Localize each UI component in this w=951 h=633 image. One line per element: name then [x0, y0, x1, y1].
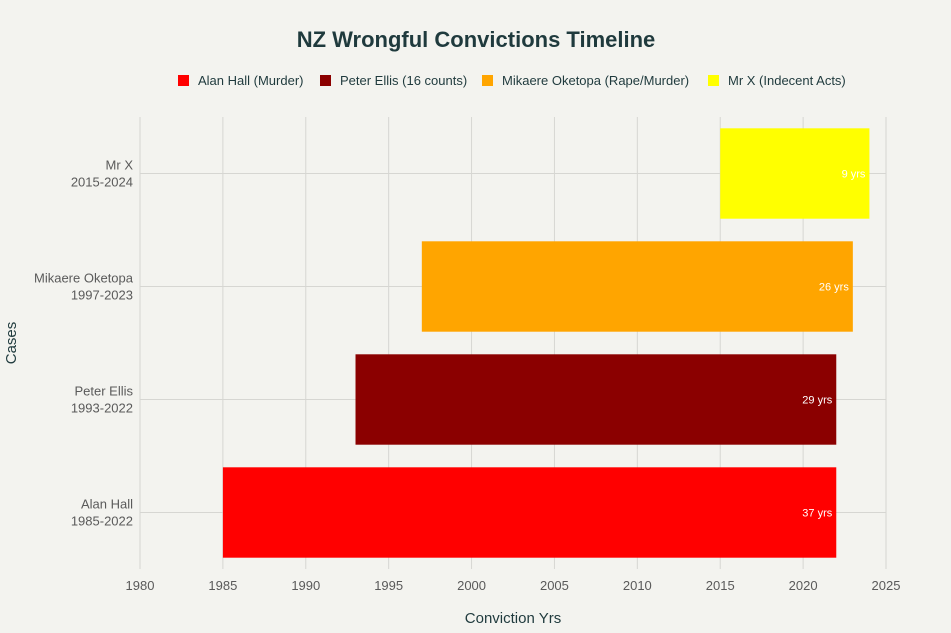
legend-swatch [320, 75, 331, 86]
bar-data-label: 29 yrs [802, 395, 832, 407]
x-axis-title: Conviction Yrs [465, 610, 561, 627]
y-category-label: Alan Hall [81, 497, 133, 512]
bar [720, 128, 870, 219]
y-category-range: 1997-2023 [71, 288, 133, 303]
y-category-label: Mr X [106, 158, 134, 173]
legend-entry: Mr X (Indecent Acts) [728, 73, 846, 88]
x-tick-label: 1995 [374, 578, 403, 593]
y-category-range: 1993-2022 [71, 401, 133, 416]
bar [222, 467, 837, 558]
chart-title: NZ Wrongful Convictions Timeline [297, 27, 656, 52]
x-tick-label: 2025 [872, 578, 901, 593]
bar [421, 241, 853, 332]
legend-swatch [178, 75, 189, 86]
bar-data-label: 26 yrs [819, 282, 849, 294]
x-tick-label: 1980 [126, 578, 155, 593]
x-axis-ticks: 1980 1985 1990 1995 2000 2005 2010 2015 2020 2025 [126, 578, 901, 593]
y-category-label: Peter Ellis [74, 384, 133, 399]
legend-swatch [708, 75, 719, 86]
x-tick-label: 2005 [540, 578, 569, 593]
x-tick-label: 1990 [291, 578, 320, 593]
bar-data-label: 9 yrs [842, 169, 866, 181]
y-category-range: 2015-2024 [71, 175, 133, 190]
legend-entry: Peter Ellis (16 counts) [340, 73, 467, 88]
y-axis-title: Cases [3, 322, 20, 365]
legend-swatch [482, 75, 493, 86]
y-axis-categories: Alan Hall 1985-2022 Peter Ellis 1993-2022 Mi… [34, 158, 134, 529]
x-tick-label: 2000 [457, 578, 486, 593]
legend: Alan Hall (Murder) Peter Ellis (16 counts… [178, 73, 846, 88]
bars: 37 yrs 29 yrs 26 yrs 9 yrs [222, 128, 870, 558]
x-tick-label: 2020 [789, 578, 818, 593]
x-tick-label: 2010 [623, 578, 652, 593]
bar [355, 354, 837, 445]
legend-entry: Alan Hall (Murder) [198, 73, 303, 88]
y-category-range: 1985-2022 [71, 514, 133, 529]
x-tick-label: 2015 [706, 578, 735, 593]
y-category-label: Mikaere Oketopa [34, 271, 134, 286]
legend-entry: Mikaere Oketopa (Rape/Murder) [502, 73, 689, 88]
x-tick-label: 1985 [208, 578, 237, 593]
bar-data-label: 37 yrs [802, 508, 832, 520]
